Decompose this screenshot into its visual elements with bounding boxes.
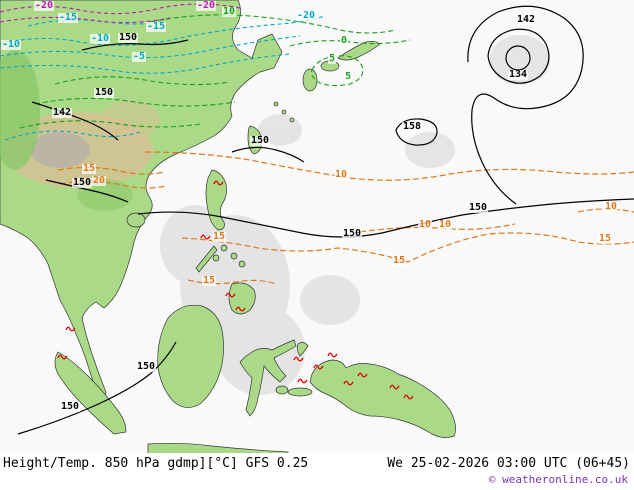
island-kyushu <box>302 68 318 92</box>
island-ryukyu-3 <box>289 117 295 123</box>
terrain-layer <box>0 50 160 211</box>
height-label: 150 <box>72 177 93 188</box>
height-label: 150 <box>118 32 139 43</box>
temp-label-warm: 20 <box>92 175 107 186</box>
island-sulawesi <box>239 339 297 417</box>
temp-label-warm: 10 <box>418 219 433 230</box>
height-label: 142 <box>52 107 73 118</box>
temp-label-cold: -15 <box>146 21 167 32</box>
temp-label-cold: -5 <box>132 51 147 62</box>
temp-label-mild: 5 <box>344 71 353 82</box>
footer: Height/Temp. 850 hPa gdmp][°C] GFS 0.25 … <box>0 453 634 490</box>
temp-label-verycold: -20 <box>196 0 217 11</box>
height-label: 150 <box>136 361 157 372</box>
temp-label-cold: -10 <box>90 33 111 44</box>
island-buru <box>275 385 289 395</box>
temp-label-warm: 10 <box>334 169 349 180</box>
height-label: 142 <box>516 14 537 25</box>
island-ryukyu-1 <box>273 101 279 107</box>
land-asia-mainland <box>0 0 283 405</box>
temp-label-warm: 15 <box>212 231 227 242</box>
temp-label-mild: 0 <box>340 35 349 46</box>
height-label: 158 <box>402 121 423 132</box>
temp-label-warm: 15 <box>202 275 217 286</box>
temp-label-warm: 10 <box>604 201 619 212</box>
caption-row: Height/Temp. 850 hPa gdmp][°C] GFS 0.25 … <box>0 453 634 471</box>
station-markers <box>57 180 414 400</box>
island-halmahera <box>296 342 309 357</box>
island-palawan <box>195 245 218 273</box>
island-new-guinea <box>309 359 456 438</box>
map-svg <box>0 0 634 455</box>
island-visayas-1 <box>220 244 228 252</box>
island-borneo <box>157 304 224 408</box>
valid-time-label: We 25-02-2026 03:00 UTC (06+45) <box>387 456 630 471</box>
product-label: Height/Temp. 850 hPa gdmp][°C] GFS 0.25 <box>3 456 309 471</box>
copyright-text: © weatheronline.co.uk <box>488 473 628 486</box>
temp-label-cold: -20 <box>296 10 317 21</box>
island-visayas-3 <box>212 254 220 262</box>
temp-label-cold: -10 <box>1 39 22 50</box>
temp-contours-verycold <box>0 3 241 24</box>
temp-label-mild: 5 <box>328 53 337 64</box>
island-java <box>147 442 289 455</box>
temp-label-warm: 10 <box>438 219 453 230</box>
island-visayas-2 <box>230 252 238 260</box>
height-label: 150 <box>342 228 363 239</box>
height-label: 150 <box>94 87 115 98</box>
temp-label-verycold: -20 <box>34 0 55 11</box>
height-label: 150 <box>468 202 489 213</box>
temp-label-warm: 15 <box>392 255 407 266</box>
height-label: 150 <box>250 135 271 146</box>
island-ceram <box>287 387 313 397</box>
height-label: 134 <box>508 69 529 80</box>
island-hainan <box>126 212 146 228</box>
island-ryukyu-2 <box>281 109 287 115</box>
temp-label-warm: 15 <box>598 233 613 244</box>
copyright-row: © weatheronline.co.uk <box>0 471 634 486</box>
temp-label-mild: 10 <box>222 6 237 17</box>
island-visayas-4 <box>238 260 246 268</box>
island-sumatra <box>54 351 127 435</box>
island-mindanao <box>228 282 256 315</box>
map-canvas: 150 142 150 150 142 134 158 150 150 150 … <box>0 0 634 455</box>
temp-label-warm: 15 <box>82 163 97 174</box>
temp-label-cold: -15 <box>58 12 79 23</box>
height-label: 150 <box>60 401 81 412</box>
height-contours <box>17 5 634 435</box>
